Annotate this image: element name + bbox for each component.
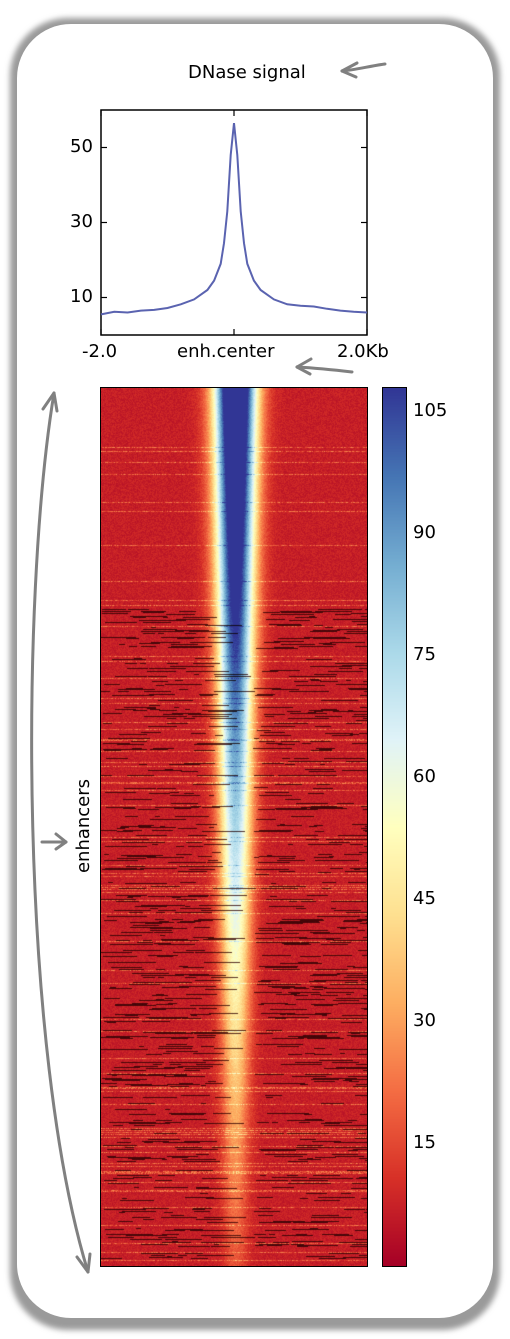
colorbar [383,388,406,1266]
profile-x-ticks [100,110,368,335]
profile-axes-box [100,109,368,336]
heatmap-y-label: enhancers [73,778,94,874]
colorbar-tick-label: 90 [413,522,436,544]
y-tick-label: 30 [70,210,93,232]
colorbar-tick-label: 45 [413,888,436,910]
chart-title: DNase signal [188,62,306,83]
xlabel-arrow [295,365,354,374]
x-tick-label-right: 2.0Kb [337,341,389,362]
profile-y-ticks [101,146,367,299]
heatmap [101,388,367,1266]
colorbar-tick-label: 75 [413,644,436,666]
colorbar-tick-label: 30 [413,1010,436,1032]
enhancers-span-arrow [30,391,90,1274]
colorbar-tick-label: 15 [413,1132,436,1154]
x-tick-label-center: enh.center [177,341,275,362]
colorbar-tick-label: 105 [413,400,448,422]
colorbar-tick-label: 60 [413,766,436,788]
y-tick-label: 10 [70,285,93,307]
profile-line-series [100,122,368,316]
x-tick-label-left: -2.0 [82,341,118,362]
y-tick-label: 50 [70,135,93,157]
annotation-arrows [30,61,387,1274]
profile-plot [100,109,368,336]
